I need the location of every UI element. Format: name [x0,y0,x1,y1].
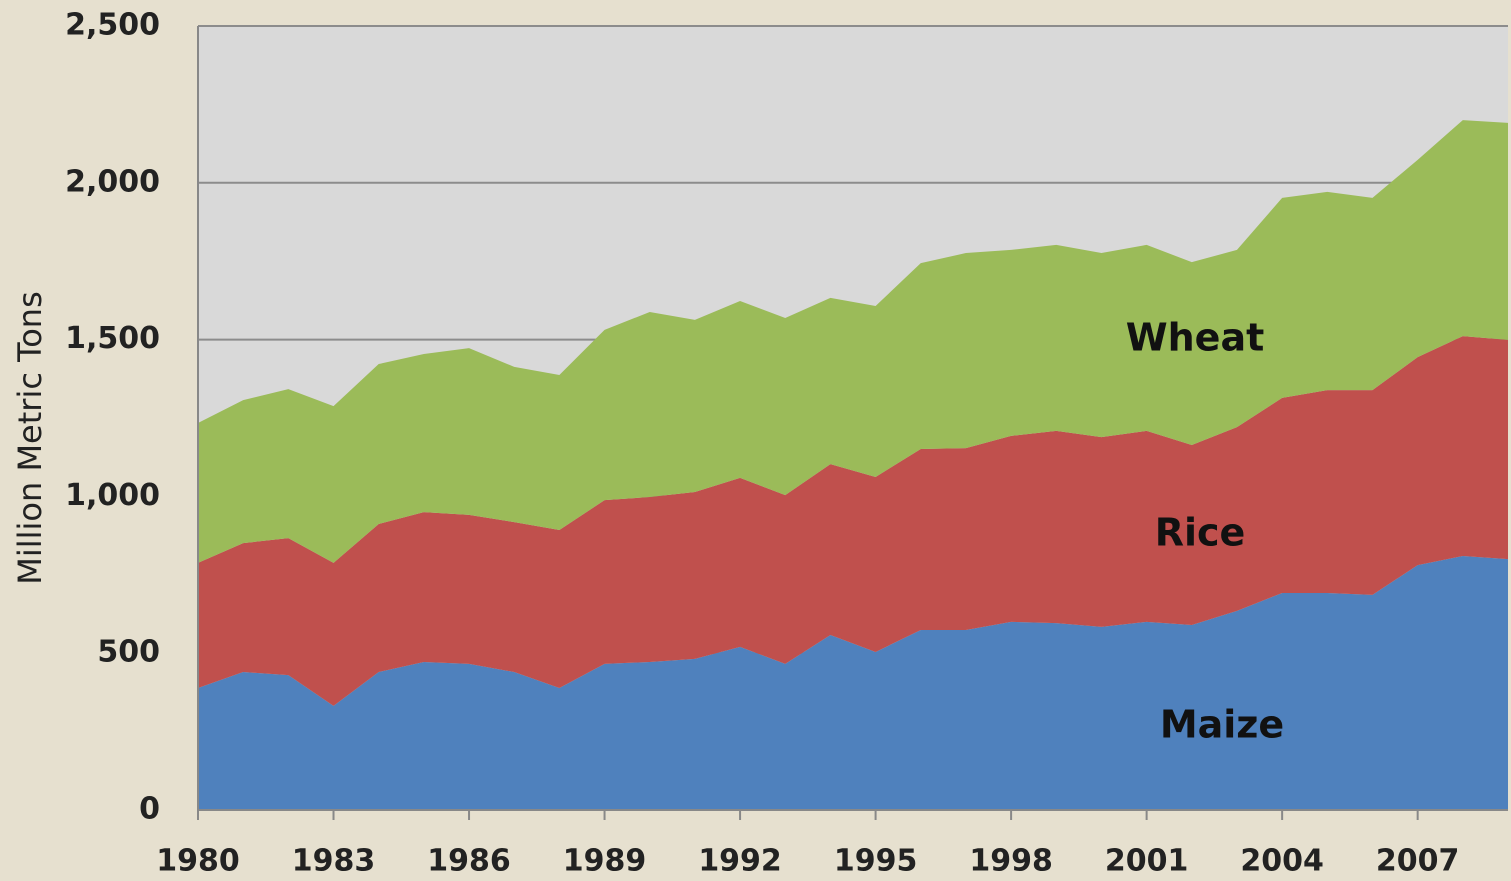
y-tick-label: 2,000 [65,164,160,199]
x-tick-label: 1986 [427,844,511,879]
x-tick-label: 2004 [1240,844,1324,879]
x-tick-label: 1995 [834,844,918,879]
area [198,120,1508,563]
y-tick-label: 1,500 [65,321,160,356]
x-tick-label: 2007 [1376,844,1460,879]
area [198,336,1508,706]
y-tick-label: 0 [139,792,160,827]
x-tick-label: 1980 [156,844,240,879]
series-label: Rice [1155,511,1246,555]
x-tick-label: 1998 [969,844,1053,879]
series-label: Maize [1160,703,1284,747]
x-tick-label: 1992 [698,844,782,879]
series-label: Wheat [1126,316,1265,360]
x-tick-label: 1983 [292,844,376,879]
y-tick-label: 500 [97,635,160,670]
x-tick-label: 1989 [563,844,647,879]
y-tick-label: 2,500 [65,8,160,43]
y-axis-label: Million Metric Tons [11,291,49,585]
area [198,555,1508,810]
y-tick-label: 1,000 [65,478,160,513]
x-tick-label: 2001 [1105,844,1189,879]
